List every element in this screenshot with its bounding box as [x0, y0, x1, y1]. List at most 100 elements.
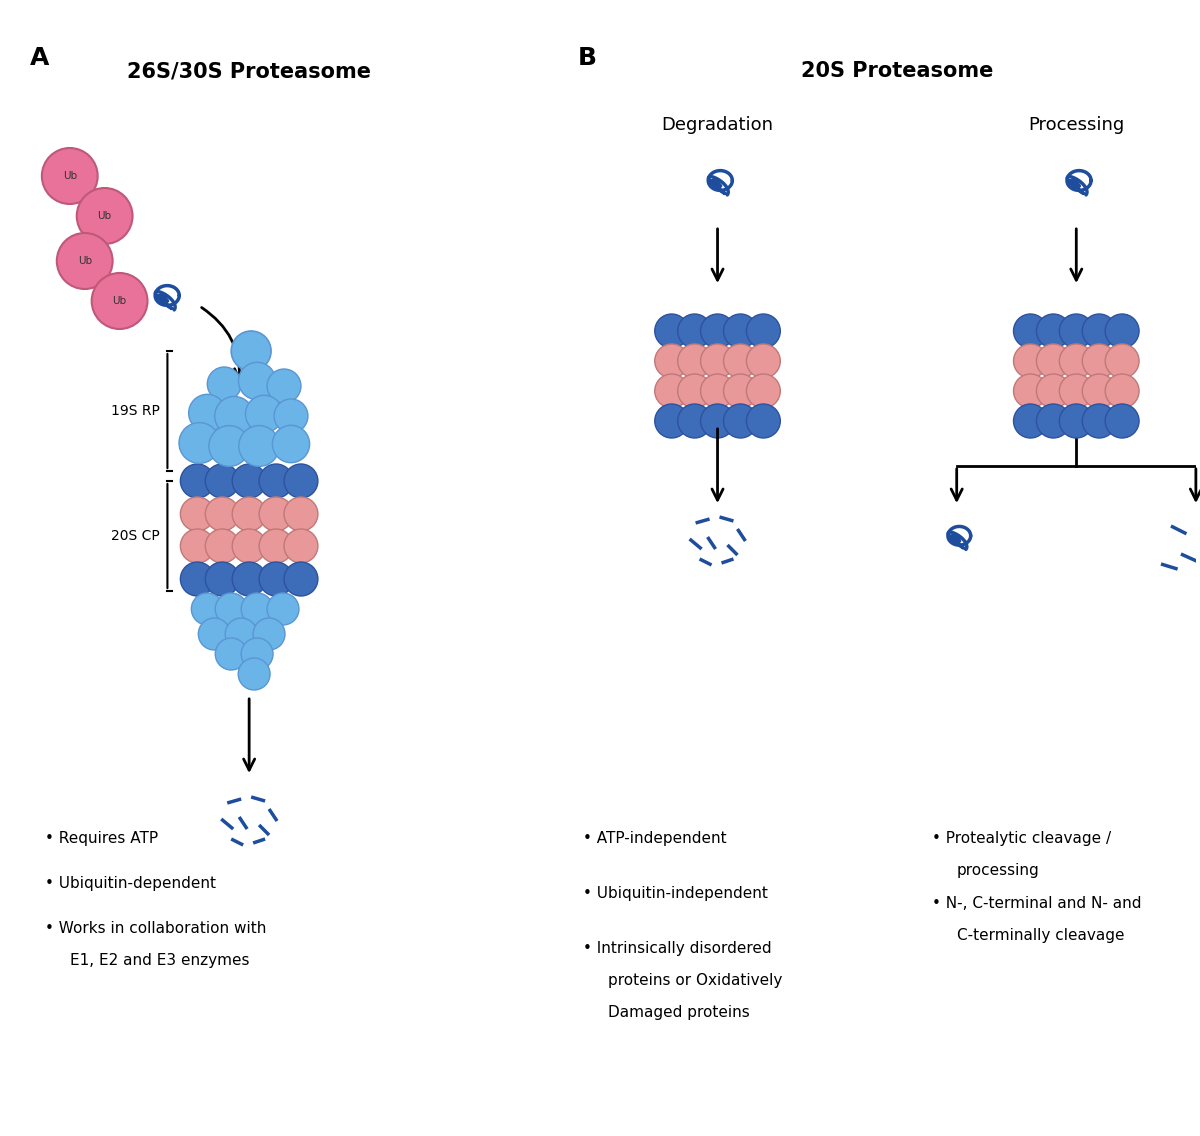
Circle shape	[1082, 404, 1116, 438]
Text: proteins or Oxidatively: proteins or Oxidatively	[608, 974, 782, 988]
Circle shape	[284, 498, 318, 531]
Text: • Protealytic cleavage /: • Protealytic cleavage /	[931, 832, 1111, 846]
Circle shape	[259, 498, 293, 531]
Circle shape	[239, 426, 280, 467]
Circle shape	[1060, 314, 1093, 348]
Circle shape	[215, 638, 247, 670]
Text: E1, E2 and E3 enzymes: E1, E2 and E3 enzymes	[70, 953, 250, 968]
Circle shape	[1037, 314, 1070, 348]
Text: • Intrinsically disordered: • Intrinsically disordered	[583, 941, 772, 957]
Circle shape	[1037, 374, 1070, 408]
Circle shape	[259, 529, 293, 563]
Circle shape	[238, 658, 270, 690]
Circle shape	[56, 233, 113, 289]
Text: A: A	[30, 45, 49, 70]
Circle shape	[701, 344, 734, 378]
Text: 26S/30S Proteasome: 26S/30S Proteasome	[127, 61, 371, 81]
Circle shape	[179, 423, 220, 463]
Text: B: B	[578, 45, 598, 70]
Text: Degradation: Degradation	[661, 116, 774, 134]
Circle shape	[180, 562, 215, 596]
Circle shape	[232, 529, 266, 563]
Text: processing: processing	[956, 863, 1039, 878]
Circle shape	[232, 498, 266, 531]
Circle shape	[1105, 344, 1139, 378]
Circle shape	[241, 638, 274, 670]
Circle shape	[205, 529, 239, 563]
Circle shape	[241, 593, 274, 625]
Circle shape	[701, 314, 734, 348]
Circle shape	[215, 396, 253, 435]
Circle shape	[188, 394, 226, 432]
Text: Ub: Ub	[62, 172, 77, 181]
Circle shape	[724, 344, 757, 378]
Text: • Ubiquitin-dependent: • Ubiquitin-dependent	[44, 876, 216, 891]
Circle shape	[77, 187, 132, 244]
Text: Ub: Ub	[78, 256, 91, 266]
Circle shape	[232, 463, 266, 498]
Circle shape	[678, 374, 712, 408]
Circle shape	[1105, 314, 1139, 348]
Circle shape	[655, 374, 689, 408]
Circle shape	[1082, 374, 1116, 408]
Text: • Works in collaboration with: • Works in collaboration with	[44, 921, 266, 936]
Circle shape	[246, 395, 283, 433]
Circle shape	[215, 593, 247, 625]
Circle shape	[678, 344, 712, 378]
Circle shape	[746, 314, 780, 348]
Circle shape	[180, 463, 215, 498]
Circle shape	[655, 404, 689, 438]
Circle shape	[205, 463, 239, 498]
Circle shape	[226, 618, 257, 650]
Circle shape	[678, 404, 712, 438]
Circle shape	[268, 369, 301, 403]
Text: C-terminally cleavage: C-terminally cleavage	[956, 928, 1124, 943]
Circle shape	[253, 618, 286, 650]
Text: Damaged proteins: Damaged proteins	[608, 1005, 750, 1020]
Circle shape	[209, 426, 250, 467]
Circle shape	[191, 593, 223, 625]
Text: • ATP-independent: • ATP-independent	[583, 832, 727, 846]
Circle shape	[239, 362, 276, 400]
Circle shape	[746, 344, 780, 378]
Circle shape	[208, 367, 241, 401]
Circle shape	[1082, 344, 1116, 378]
Text: Ub: Ub	[97, 211, 112, 222]
Circle shape	[180, 498, 215, 531]
Circle shape	[655, 344, 689, 378]
Circle shape	[724, 314, 757, 348]
Circle shape	[284, 463, 318, 498]
Circle shape	[1014, 344, 1048, 378]
Circle shape	[232, 331, 271, 371]
Text: 19S RP: 19S RP	[110, 404, 160, 418]
Circle shape	[198, 618, 230, 650]
Circle shape	[655, 314, 689, 348]
Circle shape	[746, 404, 780, 438]
Circle shape	[180, 529, 215, 563]
Text: Processing: Processing	[1028, 116, 1124, 134]
Text: 20S CP: 20S CP	[110, 529, 160, 543]
Circle shape	[205, 562, 239, 596]
Circle shape	[284, 562, 318, 596]
Circle shape	[1105, 374, 1139, 408]
Circle shape	[1014, 314, 1048, 348]
Circle shape	[274, 399, 308, 433]
Circle shape	[232, 562, 266, 596]
Circle shape	[268, 593, 299, 625]
Circle shape	[272, 425, 310, 462]
Text: • Ubiquitin-independent: • Ubiquitin-independent	[583, 886, 768, 901]
Circle shape	[1060, 344, 1093, 378]
Circle shape	[724, 404, 757, 438]
Circle shape	[42, 148, 97, 204]
Circle shape	[701, 404, 734, 438]
Circle shape	[1060, 404, 1093, 438]
Circle shape	[259, 562, 293, 596]
Circle shape	[205, 498, 239, 531]
Circle shape	[91, 273, 148, 329]
Circle shape	[1037, 344, 1070, 378]
Circle shape	[1014, 374, 1048, 408]
Text: • Requires ATP: • Requires ATP	[44, 832, 158, 846]
Circle shape	[1014, 404, 1048, 438]
Circle shape	[746, 374, 780, 408]
Circle shape	[1037, 404, 1070, 438]
